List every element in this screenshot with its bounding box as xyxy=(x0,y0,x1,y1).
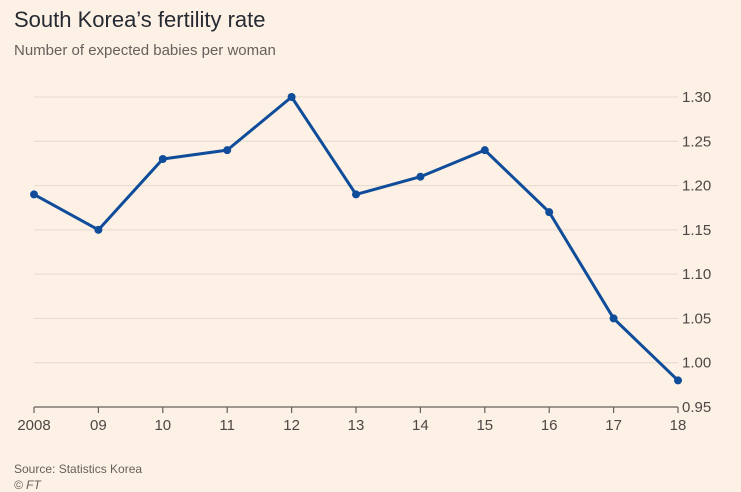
x-tick-label: 10 xyxy=(154,417,171,434)
y-tick-label: 1.00 xyxy=(682,355,711,372)
data-point xyxy=(352,190,360,199)
data-point xyxy=(94,225,103,234)
y-tick-label: 1.10 xyxy=(682,266,711,283)
x-tick-label: 11 xyxy=(219,417,235,434)
x-tick-label: 09 xyxy=(90,417,107,434)
data-point xyxy=(158,155,167,163)
x-tick-label: 2008 xyxy=(17,417,50,434)
credit-note: © FT xyxy=(14,478,41,492)
y-tick-label: 1.15 xyxy=(682,222,711,239)
y-tick-label: 1.20 xyxy=(682,178,711,195)
data-point xyxy=(30,190,38,199)
x-tick-label: 15 xyxy=(476,417,493,434)
y-tick-label: 0.95 xyxy=(682,399,711,416)
data-point xyxy=(287,93,296,101)
chart-subtitle: Number of expected babies per woman xyxy=(14,42,276,59)
y-tick-label: 1.30 xyxy=(682,89,711,106)
x-tick-label: 13 xyxy=(348,417,365,434)
y-tick-label: 1.05 xyxy=(682,310,711,327)
data-point xyxy=(480,146,489,155)
x-tick-label: 17 xyxy=(605,417,622,434)
data-point xyxy=(416,172,425,181)
source-note: Source: Statistics Korea xyxy=(14,462,143,476)
data-point xyxy=(545,208,554,217)
data-point xyxy=(223,146,232,155)
data-point xyxy=(674,376,682,385)
x-tick-label: 14 xyxy=(412,417,429,434)
x-tick-label: 16 xyxy=(541,417,558,434)
x-tick-label: 18 xyxy=(670,417,687,434)
y-tick-label: 1.25 xyxy=(682,133,711,150)
series-line xyxy=(32,95,680,382)
data-point xyxy=(609,314,618,323)
chart-title: South Korea’s fertility rate xyxy=(14,7,266,32)
line-chart: 0.95 1.00 1.05 1.10 1.15 1.20 1.25 1.30 2008 09 10… xyxy=(17,89,711,434)
x-tick-label: 12 xyxy=(283,417,300,434)
